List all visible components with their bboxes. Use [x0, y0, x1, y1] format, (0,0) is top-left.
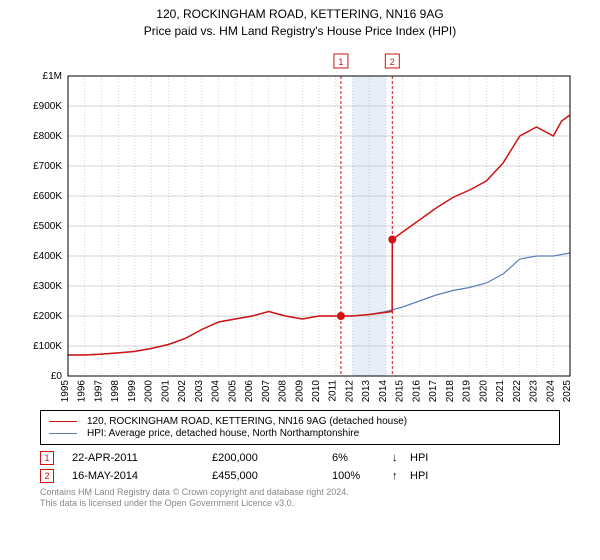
credits-line2: This data is licensed under the Open Gov… [40, 498, 560, 510]
price-chart: 12£0£100K£200K£300K£400K£500K£600K£700K£… [20, 46, 580, 406]
transaction-vs: HPI [410, 470, 450, 482]
legend-label: 120, ROCKINGHAM ROAD, KETTERING, NN16 9A… [87, 416, 407, 427]
chart-container: 12£0£100K£200K£300K£400K£500K£600K£700K£… [20, 46, 580, 406]
svg-text:2025: 2025 [562, 379, 573, 402]
svg-text:£1M: £1M [43, 71, 62, 82]
transaction-marker: 1 [40, 451, 54, 465]
svg-text:1: 1 [338, 57, 343, 67]
transaction-price: £200,000 [212, 452, 332, 464]
svg-text:2017: 2017 [428, 379, 439, 402]
transaction-vs: HPI [410, 452, 450, 464]
svg-text:2012: 2012 [344, 379, 355, 402]
svg-text:2015: 2015 [395, 379, 406, 402]
svg-text:2008: 2008 [278, 379, 289, 402]
svg-text:£300K: £300K [33, 281, 62, 292]
svg-text:£500K: £500K [33, 221, 62, 232]
transaction-pct: 100% [332, 470, 392, 482]
svg-text:2001: 2001 [160, 379, 171, 402]
transaction-marker: 2 [40, 469, 54, 483]
svg-text:£700K: £700K [33, 161, 62, 172]
svg-text:2003: 2003 [194, 379, 205, 402]
legend: 120, ROCKINGHAM ROAD, KETTERING, NN16 9A… [40, 410, 560, 445]
legend-row: 120, ROCKINGHAM ROAD, KETTERING, NN16 9A… [49, 416, 551, 427]
svg-text:£400K: £400K [33, 251, 62, 262]
svg-text:2021: 2021 [495, 379, 506, 402]
svg-text:1997: 1997 [93, 379, 104, 402]
svg-text:2016: 2016 [411, 379, 422, 402]
svg-text:2004: 2004 [211, 379, 222, 402]
svg-text:2022: 2022 [512, 379, 523, 402]
svg-text:2018: 2018 [445, 379, 456, 402]
transaction-pct: 6% [332, 452, 392, 464]
svg-text:2024: 2024 [545, 379, 556, 402]
transaction-date: 16-MAY-2014 [72, 470, 212, 482]
transaction-row: 1 22-APR-2011£200,0006%↓HPI [40, 451, 560, 465]
svg-text:£600K: £600K [33, 191, 62, 202]
credits-line1: Contains HM Land Registry data © Crown c… [40, 487, 560, 499]
svg-text:2000: 2000 [144, 379, 155, 402]
svg-text:£800K: £800K [33, 131, 62, 142]
svg-text:2013: 2013 [361, 379, 372, 402]
transaction-price: £455,000 [212, 470, 332, 482]
svg-text:£900K: £900K [33, 101, 62, 112]
title-line1: 120, ROCKINGHAM ROAD, KETTERING, NN16 9A… [0, 6, 600, 23]
chart-title: 120, ROCKINGHAM ROAD, KETTERING, NN16 9A… [0, 0, 600, 40]
transaction-row: 2 16-MAY-2014£455,000100%↑HPI [40, 469, 560, 483]
svg-text:2: 2 [390, 57, 395, 67]
svg-text:2006: 2006 [244, 379, 255, 402]
legend-swatch [49, 421, 77, 422]
svg-text:2002: 2002 [177, 379, 188, 402]
legend-label: HPI: Average price, detached house, Nort… [87, 428, 359, 439]
svg-text:2020: 2020 [478, 379, 489, 402]
svg-text:2014: 2014 [378, 379, 389, 402]
svg-text:2007: 2007 [261, 379, 272, 402]
arrow-icon: ↑ [392, 470, 410, 482]
transaction-date: 22-APR-2011 [72, 452, 212, 464]
svg-text:£100K: £100K [33, 341, 62, 352]
arrow-icon: ↓ [392, 452, 410, 464]
svg-text:2019: 2019 [462, 379, 473, 402]
credits-text: Contains HM Land Registry data © Crown c… [40, 487, 560, 510]
title-line2: Price paid vs. HM Land Registry's House … [0, 23, 600, 40]
svg-text:2009: 2009 [294, 379, 305, 402]
transaction-table: 1 22-APR-2011£200,0006%↓HPI 2 16-MAY-2014£4… [40, 451, 560, 483]
svg-text:2011: 2011 [328, 379, 339, 401]
svg-text:1998: 1998 [110, 379, 121, 402]
legend-swatch [49, 433, 77, 434]
svg-text:2023: 2023 [529, 379, 540, 402]
legend-row: HPI: Average price, detached house, Nort… [49, 428, 551, 439]
svg-text:1996: 1996 [77, 379, 88, 402]
svg-text:£200K: £200K [33, 311, 62, 322]
svg-text:1999: 1999 [127, 379, 138, 402]
svg-text:2010: 2010 [311, 379, 322, 402]
svg-text:1995: 1995 [60, 379, 71, 402]
svg-text:2005: 2005 [227, 379, 238, 402]
